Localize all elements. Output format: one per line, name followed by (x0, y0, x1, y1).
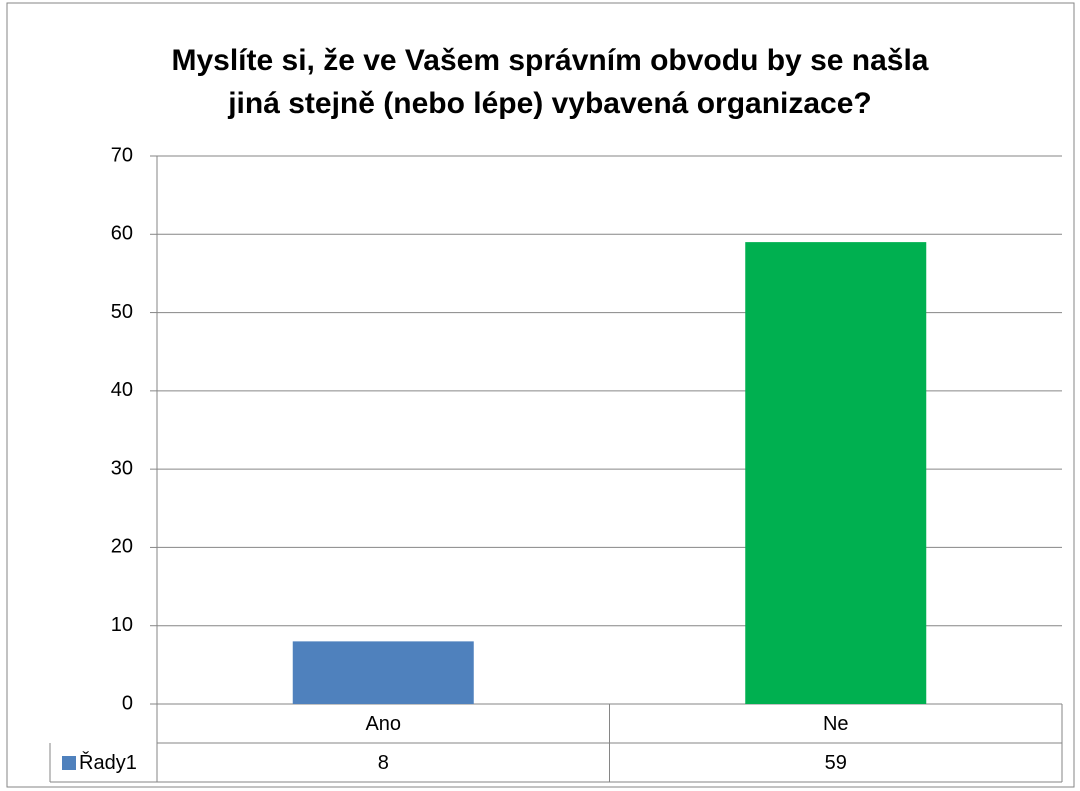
legend-key (62, 756, 76, 770)
bar (292, 641, 474, 704)
legend-label: Řady1 (79, 751, 137, 774)
chart-title: jiná stejně (nebo lépe) vybavená organiz… (227, 87, 872, 120)
bar (745, 242, 927, 704)
y-tick-label: 30 (111, 457, 133, 479)
y-tick-label: 40 (111, 379, 133, 401)
y-tick-label: 10 (111, 614, 133, 636)
y-tick-label: 20 (111, 536, 133, 558)
chart-title: Myslíte si, že ve Vašem správním obvodu … (171, 44, 928, 77)
y-tick-label: 50 (111, 301, 133, 323)
y-tick-label: 70 (111, 144, 133, 166)
x-tick-label: Ne (823, 713, 849, 735)
y-tick-label: 60 (111, 223, 133, 245)
x-tick-label: Ano (365, 713, 401, 735)
data-table-value: 59 (825, 752, 847, 774)
y-tick-label: 0 (122, 692, 133, 714)
data-table-value: 8 (378, 752, 389, 774)
